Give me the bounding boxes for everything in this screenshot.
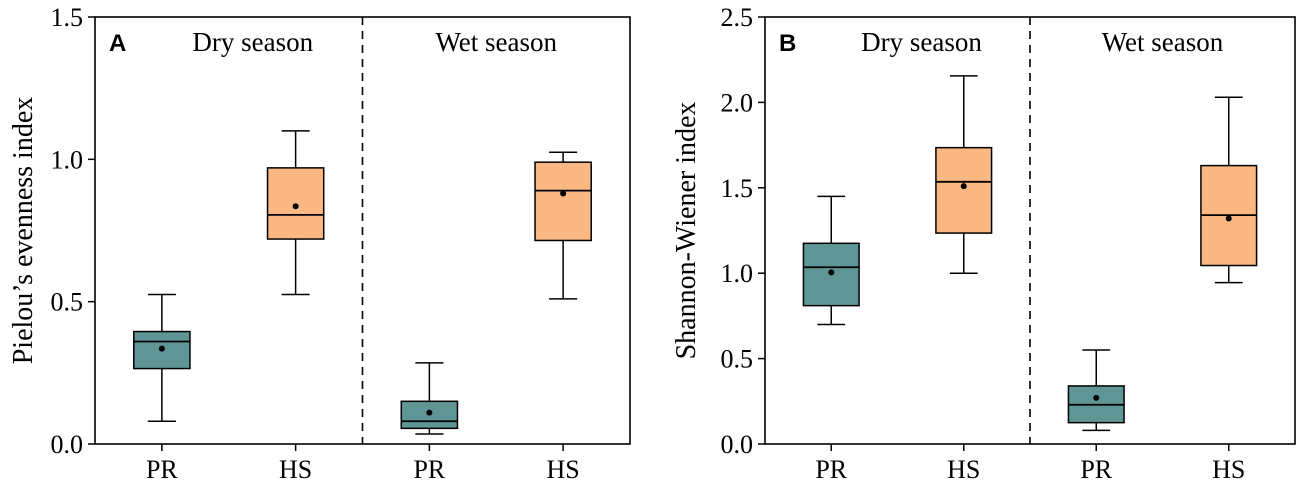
x-tick-label: PR — [815, 455, 847, 484]
mean-marker — [961, 183, 967, 189]
mean-marker — [1093, 395, 1099, 401]
box-a-2 — [268, 131, 324, 295]
x-tick-label: PR — [413, 455, 445, 484]
y-tick-label: 0.5 — [51, 288, 84, 317]
season-label-dry: Dry season — [192, 27, 313, 57]
x-tick-label: HS — [1212, 455, 1245, 484]
panel-letter: A — [109, 30, 126, 57]
box-a-4 — [535, 152, 591, 299]
x-tick-label: HS — [547, 455, 580, 484]
season-label-wet: Wet season — [1102, 27, 1224, 57]
iqr-box — [936, 148, 992, 233]
y-tick-label: 0.5 — [721, 345, 754, 374]
panel-b: 0.0 0.5 1.0 1.5 2.0 2.5 PR HS PR HS Shannon-Wiener… — [671, 3, 1295, 484]
figure: 0.0 0.5 1.0 1.5 PR HS PR HS Pielou’s evenness in… — [0, 0, 1299, 490]
box-b-1 — [803, 196, 859, 324]
box-a-1 — [134, 295, 190, 422]
y-axis-label: Pielou’s evenness index — [8, 97, 39, 365]
y-tick-label: 1.5 — [721, 174, 754, 203]
y-axis-label: Shannon-Wiener index — [671, 102, 702, 360]
x-tick-label: HS — [947, 455, 980, 484]
x-tick-label: HS — [279, 455, 312, 484]
mean-marker — [1226, 216, 1232, 222]
iqr-box — [535, 162, 591, 240]
box-b-2 — [936, 76, 992, 273]
y-tick-label: 1.0 — [51, 145, 84, 174]
y-tick-label: 0.0 — [51, 430, 84, 459]
x-tick-label: PR — [146, 455, 178, 484]
panel-letter: B — [779, 30, 796, 57]
panel-a: 0.0 0.5 1.0 1.5 PR HS PR HS Pielou’s evenness in… — [8, 3, 630, 484]
season-label-wet: Wet season — [435, 27, 557, 57]
box-b-4 — [1201, 97, 1257, 282]
y-tick-label: 2.0 — [721, 88, 754, 117]
x-tick-label: PR — [1080, 455, 1112, 484]
y-tick-label: 1.0 — [721, 259, 754, 288]
y-tick-label: 0.0 — [721, 430, 754, 459]
mean-marker — [426, 410, 432, 416]
season-label-dry: Dry season — [861, 27, 982, 57]
mean-marker — [828, 269, 834, 275]
mean-marker — [560, 190, 566, 196]
y-tick-label: 1.5 — [51, 3, 84, 32]
mean-marker — [293, 203, 299, 209]
box-b-3 — [1068, 350, 1124, 430]
mean-marker — [159, 346, 165, 352]
box-a-3 — [401, 363, 457, 434]
y-tick-label: 2.5 — [721, 3, 754, 32]
